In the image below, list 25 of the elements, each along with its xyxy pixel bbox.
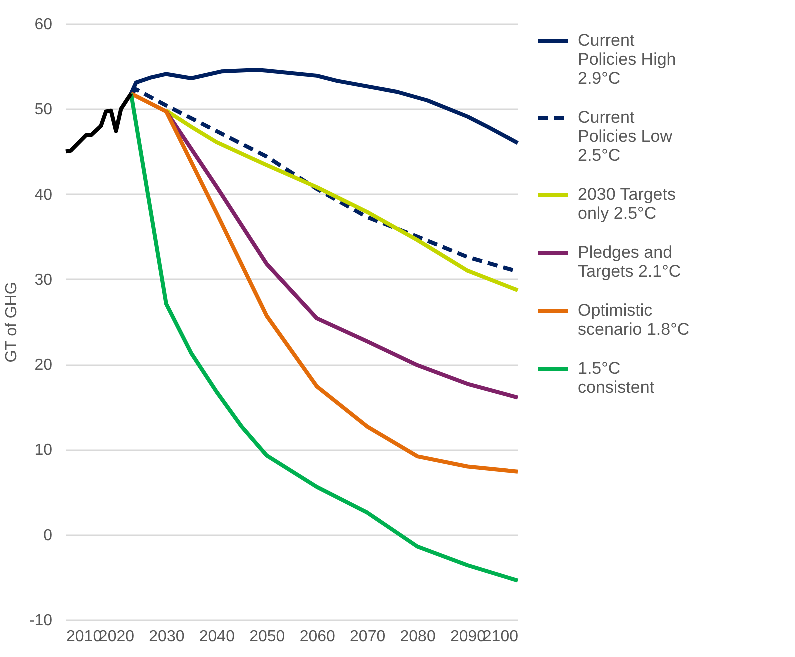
y-tick-label: 30 [34,272,53,289]
line-series [129,92,520,583]
y-tick-label: 0 [44,527,53,544]
x-tick-label: 2070 [350,628,386,646]
line-series [64,92,134,154]
legend-label: 2030 Targets only 2.5°C [578,185,676,223]
line-series [129,92,520,474]
y-tick-label: 50 [34,102,53,119]
y-axis-title: GT of GHG [3,282,20,363]
legend-label: Pledges and Targets 2.1°C [578,243,682,281]
line-series [164,108,520,292]
legend-label: Current Policies Low 2.5°C [578,108,674,165]
y-tick-label: 40 [34,186,53,204]
x-tick-label: 2040 [199,628,236,646]
y-tick-label: 20 [34,357,53,374]
legend-label: Optimistic scenario 1.8°C [578,301,690,339]
y-tick-label: -10 [29,612,53,630]
legend-label: 1.5°C consistent [578,359,655,397]
legend-label: Current Policies High 2.9°C [578,31,676,88]
x-tick-label: 2080 [400,628,436,646]
x-tick-label: 2050 [250,628,286,646]
x-tick-label: 2060 [300,628,336,646]
y-tick-label: 60 [34,16,53,34]
y-tick-label: 10 [34,442,53,460]
x-tick-label: 2030 [149,628,185,646]
